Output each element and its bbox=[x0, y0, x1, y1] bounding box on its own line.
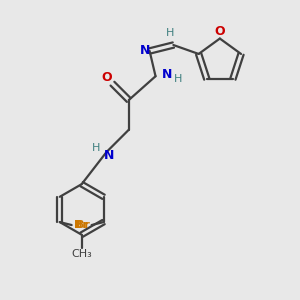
Text: N: N bbox=[104, 148, 115, 161]
Text: H: H bbox=[166, 28, 175, 38]
Text: N: N bbox=[140, 44, 150, 57]
Text: O: O bbox=[214, 25, 225, 38]
Text: O: O bbox=[101, 71, 112, 84]
Text: H: H bbox=[92, 142, 100, 153]
Text: N: N bbox=[162, 68, 172, 81]
Text: Br: Br bbox=[74, 220, 88, 230]
Text: CH₃: CH₃ bbox=[71, 249, 92, 259]
Text: Br: Br bbox=[76, 220, 90, 230]
Text: H: H bbox=[174, 74, 182, 84]
